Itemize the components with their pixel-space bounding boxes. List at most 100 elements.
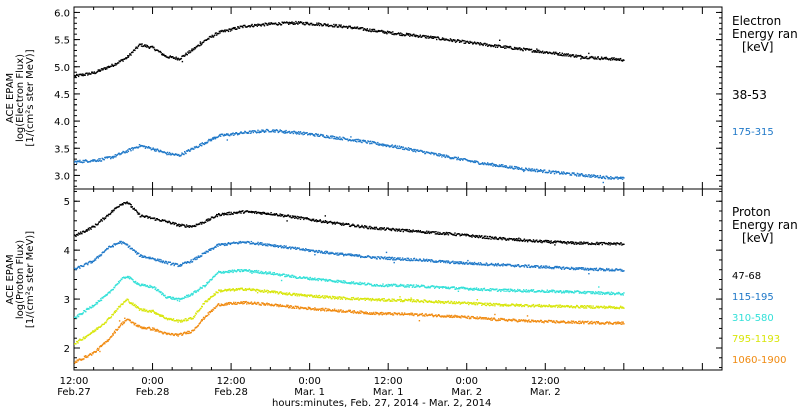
data-point xyxy=(83,312,84,313)
data-point xyxy=(291,23,292,24)
data-point xyxy=(127,55,128,56)
data-point xyxy=(223,271,224,272)
data-point xyxy=(248,133,249,134)
data-point xyxy=(490,164,491,165)
data-point xyxy=(424,151,425,152)
data-point xyxy=(326,221,327,222)
proton-legend-310-580: 310-580 xyxy=(732,313,774,324)
electron-ytick-label: 4.5 xyxy=(54,90,70,101)
data-point xyxy=(209,250,210,251)
proton-series-115-195 xyxy=(74,241,625,275)
data-point xyxy=(505,165,506,166)
data-point xyxy=(286,292,287,293)
data-point xyxy=(210,248,211,249)
data-point xyxy=(199,309,200,310)
data-point xyxy=(223,214,224,215)
data-point xyxy=(415,286,416,287)
data-point xyxy=(257,242,258,243)
data-point xyxy=(128,299,129,300)
data-point xyxy=(571,174,572,175)
data-point xyxy=(397,258,398,259)
data-point xyxy=(554,173,555,174)
data-point xyxy=(210,298,211,299)
data-point xyxy=(606,268,607,269)
data-point xyxy=(372,30,373,31)
data-point xyxy=(314,135,315,136)
data-point xyxy=(548,240,549,241)
data-point xyxy=(137,47,138,48)
data-point xyxy=(336,24,337,25)
data-point xyxy=(545,240,546,241)
data-point xyxy=(623,60,624,61)
data-point xyxy=(340,282,341,283)
data-point xyxy=(88,228,89,229)
data-point xyxy=(325,280,326,281)
data-point xyxy=(195,259,196,260)
data-point xyxy=(132,51,133,52)
data-point xyxy=(323,25,324,26)
data-point xyxy=(364,282,365,283)
data-point xyxy=(309,249,310,250)
data-point xyxy=(113,289,114,290)
data-point xyxy=(317,297,318,298)
data-point xyxy=(230,212,231,213)
data-point xyxy=(336,253,337,254)
data-point xyxy=(563,266,564,267)
data-point xyxy=(585,57,586,58)
data-point xyxy=(287,22,288,23)
data-point xyxy=(486,238,487,239)
data-point xyxy=(568,292,569,293)
data-point xyxy=(199,223,200,224)
data-point xyxy=(100,300,101,301)
data-point xyxy=(536,48,537,49)
data-point xyxy=(320,252,321,253)
data-point xyxy=(455,289,456,290)
data-point xyxy=(395,145,396,146)
data-point xyxy=(277,273,278,274)
data-point xyxy=(409,33,410,34)
data-point xyxy=(435,37,436,38)
data-point xyxy=(573,242,574,243)
data-point xyxy=(478,288,479,289)
data-point xyxy=(547,240,548,241)
data-point xyxy=(200,41,201,42)
data-point xyxy=(536,240,537,241)
data-point xyxy=(213,36,214,37)
data-point xyxy=(104,159,105,160)
data-point xyxy=(606,293,607,294)
data-point xyxy=(75,236,76,237)
data-point xyxy=(570,268,571,269)
data-point xyxy=(433,153,434,154)
data-point xyxy=(579,242,580,243)
data-point xyxy=(440,262,441,263)
data-point xyxy=(209,280,210,281)
data-point xyxy=(185,153,186,154)
data-point xyxy=(360,140,361,141)
data-point xyxy=(437,233,438,234)
data-point xyxy=(308,278,309,279)
data-point xyxy=(311,279,312,280)
data-point xyxy=(435,260,436,261)
data-point xyxy=(173,263,174,264)
data-point xyxy=(153,149,154,150)
data-point xyxy=(207,142,208,143)
data-point xyxy=(202,306,203,307)
data-point xyxy=(438,286,439,287)
data-point xyxy=(86,73,87,74)
data-point xyxy=(487,162,488,163)
electron-ytick-label: 3.0 xyxy=(54,171,70,182)
data-point xyxy=(604,57,605,58)
data-point xyxy=(456,157,457,158)
data-point xyxy=(338,297,339,298)
data-point xyxy=(609,58,610,59)
data-point xyxy=(257,130,258,131)
data-point xyxy=(475,162,476,163)
data-point xyxy=(85,338,86,339)
electron-legend-title: [keV] xyxy=(742,40,773,54)
data-point xyxy=(189,50,190,51)
data-point xyxy=(323,221,324,222)
data-point xyxy=(561,241,562,242)
electron-ylabel: [1/(cm²s ster MeV)] xyxy=(25,49,36,146)
data-point xyxy=(404,149,405,150)
data-point xyxy=(111,65,112,66)
